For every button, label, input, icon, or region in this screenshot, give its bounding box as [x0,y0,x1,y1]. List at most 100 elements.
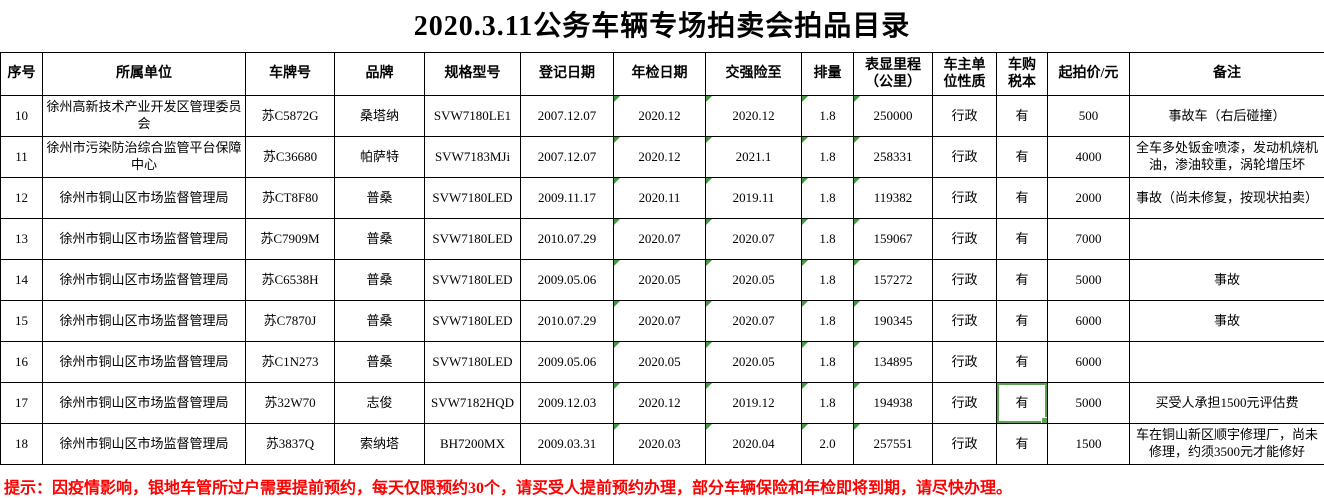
cell-tax_book[interactable]: 有 [996,177,1048,219]
cell-seq[interactable]: 12 [0,177,43,219]
cell-unit[interactable]: 徐州高新技术产业开发区管理委员会 [42,95,246,137]
cell-model[interactable]: SVW7182HQD [424,382,521,424]
cell-seq[interactable]: 16 [0,341,43,383]
cell-displacement[interactable]: 1.8 [801,341,854,383]
cell-tax_book[interactable]: 有 [996,95,1048,137]
cell-insurance_until[interactable]: 2020.05 [705,259,802,301]
column-header-mileage[interactable]: 表显里程 （公里） [853,52,933,96]
cell-tax_book[interactable]: 有 [996,259,1048,301]
cell-seq[interactable]: 17 [0,382,43,424]
cell-owner_type[interactable]: 行政 [932,382,997,424]
cell-tax_book[interactable]: 有 [996,218,1048,260]
cell-plate[interactable]: 苏C7870J [245,300,335,342]
column-header-brand[interactable]: 品牌 [334,52,425,96]
cell-mileage[interactable]: 157272 [853,259,933,301]
cell-tax_book[interactable]: 有 [996,300,1048,342]
cell-start_price[interactable]: 500 [1047,95,1130,137]
cell-brand[interactable]: 桑塔纳 [334,95,425,137]
cell-displacement[interactable]: 1.8 [801,382,854,424]
cell-displacement[interactable]: 1.8 [801,300,854,342]
cell-reg_date[interactable]: 2009.05.06 [520,341,614,383]
cell-reg_date[interactable]: 2007.12.07 [520,95,614,137]
column-header-start_price[interactable]: 起拍价/元 [1047,52,1130,96]
cell-remarks[interactable]: 车在铜山新区顺宇修理厂，尚未修理，约须3500元才能修好 [1129,423,1324,465]
column-header-remarks[interactable]: 备注 [1129,52,1324,96]
cell-seq[interactable]: 10 [0,95,43,137]
cell-unit[interactable]: 徐州市铜山区市场监督管理局 [42,423,246,465]
cell-start_price[interactable]: 1500 [1047,423,1130,465]
column-header-reg_date[interactable]: 登记日期 [520,52,614,96]
cell-mileage[interactable]: 159067 [853,218,933,260]
cell-reg_date[interactable]: 2010.07.29 [520,300,614,342]
cell-insurance_until[interactable]: 2020.07 [705,218,802,260]
cell-mileage[interactable]: 194938 [853,382,933,424]
cell-inspection_date[interactable]: 2020.07 [613,300,706,342]
cell-model[interactable]: SVW7180LED [424,300,521,342]
cell-tax_book[interactable]: 有 [996,341,1048,383]
cell-inspection_date[interactable]: 2020.03 [613,423,706,465]
cell-unit[interactable]: 徐州市铜山区市场监督管理局 [42,382,246,424]
cell-owner_type[interactable]: 行政 [932,300,997,342]
cell-reg_date[interactable]: 2009.05.06 [520,259,614,301]
cell-seq[interactable]: 18 [0,423,43,465]
cell-insurance_until[interactable]: 2021.1 [705,136,802,178]
cell-seq[interactable]: 14 [0,259,43,301]
cell-start_price[interactable]: 4000 [1047,136,1130,178]
cell-insurance_until[interactable]: 2020.05 [705,341,802,383]
cell-owner_type[interactable]: 行政 [932,177,997,219]
cell-displacement[interactable]: 1.8 [801,218,854,260]
cell-remarks[interactable]: 全车多处钣金喷漆，发动机烧机油，渗油较重，涡轮增压坏 [1129,136,1324,178]
cell-inspection_date[interactable]: 2020.07 [613,218,706,260]
cell-inspection_date[interactable]: 2020.12 [613,95,706,137]
cell-brand[interactable]: 普桑 [334,341,425,383]
cell-inspection_date[interactable]: 2020.12 [613,136,706,178]
column-header-owner_type[interactable]: 车主单 位性质 [932,52,997,96]
cell-remarks[interactable]: 事故车（右后碰撞） [1129,95,1324,137]
cell-start_price[interactable]: 5000 [1047,259,1130,301]
cell-displacement[interactable]: 2.0 [801,423,854,465]
cell-start_price[interactable]: 6000 [1047,341,1130,383]
cell-reg_date[interactable]: 2009.12.03 [520,382,614,424]
cell-tax_book[interactable]: 有 [996,423,1048,465]
cell-unit[interactable]: 徐州市铜山区市场监督管理局 [42,177,246,219]
cell-model[interactable]: SVW7180LED [424,259,521,301]
cell-plate[interactable]: 苏3837Q [245,423,335,465]
cell-insurance_until[interactable]: 2020.12 [705,95,802,137]
cell-unit[interactable]: 徐州市铜山区市场监督管理局 [42,300,246,342]
cell-plate[interactable]: 苏CT8F80 [245,177,335,219]
cell-displacement[interactable]: 1.8 [801,177,854,219]
cell-plate[interactable]: 苏C36680 [245,136,335,178]
cell-start_price[interactable]: 2000 [1047,177,1130,219]
column-header-plate[interactable]: 车牌号 [245,52,335,96]
cell-mileage[interactable]: 258331 [853,136,933,178]
cell-plate[interactable]: 苏32W70 [245,382,335,424]
cell-mileage[interactable]: 119382 [853,177,933,219]
cell-owner_type[interactable]: 行政 [932,341,997,383]
cell-mileage[interactable]: 250000 [853,95,933,137]
cell-seq[interactable]: 15 [0,300,43,342]
active-cell-tax_book[interactable]: 有 [996,382,1048,424]
cell-insurance_until[interactable]: 2020.07 [705,300,802,342]
cell-brand[interactable]: 普桑 [334,218,425,260]
column-header-displacement[interactable]: 排量 [801,52,854,96]
cell-model[interactable]: SVW7180LED [424,218,521,260]
cell-inspection_date[interactable]: 2020.12 [613,382,706,424]
cell-owner_type[interactable]: 行政 [932,95,997,137]
cell-unit[interactable]: 徐州市铜山区市场监督管理局 [42,259,246,301]
cell-remarks[interactable] [1129,218,1324,260]
cell-displacement[interactable]: 1.8 [801,95,854,137]
cell-insurance_until[interactable]: 2020.04 [705,423,802,465]
cell-remarks[interactable] [1129,341,1324,383]
column-header-inspection_date[interactable]: 年检日期 [613,52,706,96]
cell-seq[interactable]: 13 [0,218,43,260]
cell-remarks[interactable]: 事故 [1129,259,1324,301]
cell-unit[interactable]: 徐州市铜山区市场监督管理局 [42,341,246,383]
cell-owner_type[interactable]: 行政 [932,136,997,178]
cell-model[interactable]: SVW7180LED [424,341,521,383]
cell-reg_date[interactable]: 2009.11.17 [520,177,614,219]
cell-start_price[interactable]: 7000 [1047,218,1130,260]
cell-brand[interactable]: 普桑 [334,177,425,219]
cell-unit[interactable]: 徐州市铜山区市场监督管理局 [42,218,246,260]
cell-tax_book[interactable]: 有 [996,136,1048,178]
column-header-seq[interactable]: 序号 [0,52,43,96]
